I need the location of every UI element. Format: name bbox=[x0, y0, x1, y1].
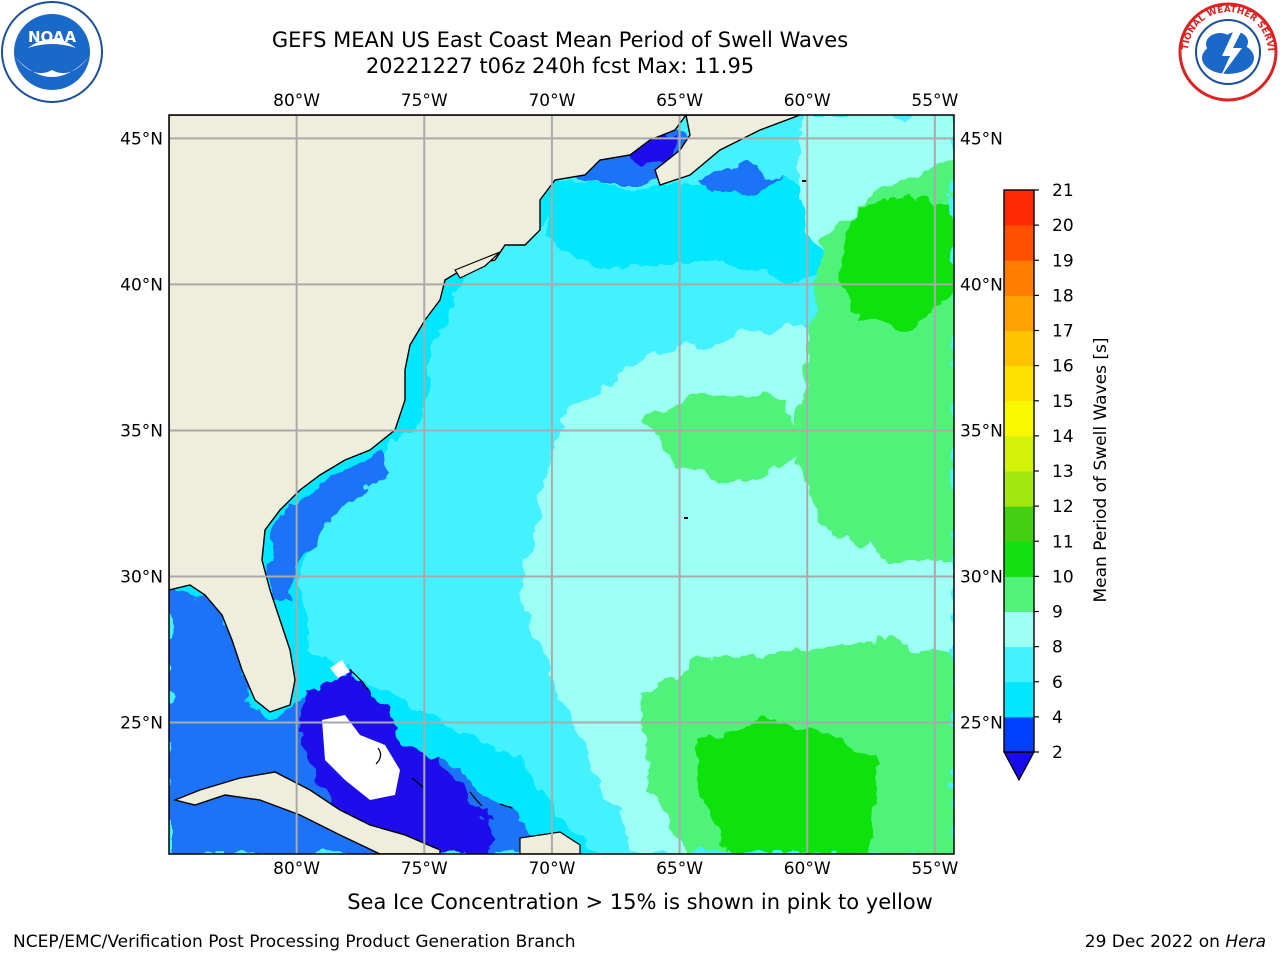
field-lt2-bahamas bbox=[300, 670, 500, 854]
field-2-4-nova bbox=[700, 165, 780, 195]
lon-label-top: 70°W bbox=[528, 91, 575, 111]
colorbar: 2 4 6 8 9 10 11 12 13 14 15 16 17 18 19 20 21 bbox=[1002, 181, 1074, 782]
map-gridlines bbox=[169, 115, 954, 854]
colorbar-tick-label: 11 bbox=[1052, 532, 1074, 552]
chart-subtitle: 20221227 t06z 240h fcst Max: 11.95 bbox=[365, 54, 755, 78]
colorbar-bin bbox=[1004, 541, 1034, 577]
colorbar-tick-label: 18 bbox=[1052, 286, 1074, 306]
map-frame bbox=[168, 114, 955, 855]
lat-label-right: 40°N bbox=[960, 275, 1003, 295]
noaa-logo-icon: NOAA bbox=[1, 1, 103, 103]
colorbar-bin bbox=[1004, 225, 1034, 261]
colorbar-bin bbox=[1004, 330, 1034, 367]
bahama-bank bbox=[322, 715, 400, 800]
colorbar-tick-label: 15 bbox=[1052, 392, 1074, 412]
colorbar-bin bbox=[1004, 681, 1034, 718]
credit-branch: NCEP/EMC/Verification Post Processing Pr… bbox=[13, 932, 576, 952]
colorbar-bin bbox=[1004, 190, 1034, 226]
lon-label-top: 65°W bbox=[656, 91, 703, 111]
credit-date: 29 Dec 2022 on Hera bbox=[1085, 932, 1266, 952]
lat-label-left: 40°N bbox=[120, 275, 163, 295]
field-10-11-north bbox=[840, 195, 954, 330]
lon-label-top: 55°W bbox=[911, 91, 958, 111]
credit-date-text: 29 Dec 2022 on bbox=[1084, 932, 1226, 952]
noaa-logo-text: NOAA bbox=[28, 28, 77, 46]
chart-title: GEFS MEAN US East Coast Mean Period of S… bbox=[271, 28, 849, 52]
lon-label-bottom: 65°W bbox=[656, 859, 703, 879]
field-2-4-carolina bbox=[270, 450, 390, 600]
colorbar-tick-label: 13 bbox=[1052, 462, 1074, 482]
colorbar-tick-label: 17 bbox=[1052, 322, 1074, 342]
lat-label-right: 30°N bbox=[960, 568, 1003, 588]
colorbar-tick-label: 4 bbox=[1052, 708, 1063, 728]
lat-label-right: 35°N bbox=[960, 421, 1003, 441]
colorbar-tick-label: 16 bbox=[1052, 357, 1074, 377]
colorbar-bin bbox=[1004, 611, 1034, 648]
colorbar-tick-label: 19 bbox=[1052, 251, 1074, 271]
colorbar-tick-label: 10 bbox=[1052, 567, 1074, 587]
lat-label-right: 25°N bbox=[960, 714, 1003, 734]
sable-island bbox=[802, 180, 808, 182]
colorbar-bin bbox=[1004, 400, 1034, 437]
bermuda bbox=[684, 517, 688, 519]
colorbar-tick-label: 9 bbox=[1052, 603, 1063, 623]
colorbar-tick-label: 6 bbox=[1052, 673, 1063, 693]
colorbar-bin bbox=[1004, 576, 1034, 612]
colorbar-bin bbox=[1004, 295, 1034, 331]
land-cuba bbox=[172, 771, 441, 854]
colorbar-bin bbox=[1004, 260, 1034, 296]
field-10-11-south bbox=[700, 720, 880, 854]
field-4-6-north bbox=[540, 175, 860, 280]
land-hispaniola bbox=[519, 831, 581, 854]
credit-host: Hera bbox=[1225, 932, 1266, 952]
map-axis-labels: 80°W 80°W 75°W 75°W 70°W 70°W 65°W 65°W 60°W 60°W… bbox=[120, 91, 1003, 879]
lat-label-left: 35°N bbox=[120, 421, 163, 441]
colorbar-bin bbox=[1004, 716, 1034, 753]
colorbar-bin bbox=[1004, 435, 1034, 472]
colorbar-tick-label: 12 bbox=[1052, 497, 1074, 517]
colorbar-tick-label: 20 bbox=[1052, 216, 1074, 236]
colorbar-bin bbox=[1004, 471, 1034, 507]
lat-label-left: 45°N bbox=[120, 129, 163, 149]
colorbar-under-extension bbox=[1002, 751, 1036, 782]
colorbar-bin bbox=[1004, 506, 1034, 542]
bahamas-islands bbox=[349, 669, 513, 809]
colorbar-tick-label: 14 bbox=[1052, 427, 1074, 447]
lat-label-right: 45°N bbox=[960, 129, 1003, 149]
lon-label-bottom: 70°W bbox=[528, 859, 575, 879]
colorbar-bin bbox=[1004, 646, 1034, 683]
colorbar-label: Mean Period of Swell Waves [s] bbox=[1091, 338, 1111, 603]
nws-logo-icon: NATIONAL WEATHER SERVICE bbox=[1176, 0, 1278, 102]
lon-label-top: 80°W bbox=[273, 91, 320, 111]
map-field bbox=[169, 115, 954, 854]
lon-label-bottom: 75°W bbox=[401, 859, 448, 879]
land-usa bbox=[169, 115, 687, 713]
land-nova-scotia bbox=[654, 115, 801, 186]
lon-label-top: 75°W bbox=[401, 91, 448, 111]
lat-label-left: 25°N bbox=[120, 714, 163, 734]
lon-label-bottom: 60°W bbox=[784, 859, 831, 879]
lon-label-bottom: 55°W bbox=[911, 859, 958, 879]
colorbar-tick-label: 21 bbox=[1052, 181, 1074, 201]
colorbar-bin bbox=[1004, 365, 1034, 402]
bahama-bank-north bbox=[330, 660, 350, 678]
lon-label-top: 60°W bbox=[784, 91, 831, 111]
colorbar-tick-label: 2 bbox=[1052, 743, 1063, 763]
sea-ice-note: Sea Ice Concentration > 15% is shown in … bbox=[347, 890, 933, 914]
colorbar-tick-label: 8 bbox=[1052, 638, 1063, 658]
land-long-island bbox=[454, 251, 501, 279]
lat-label-left: 30°N bbox=[120, 568, 163, 588]
lon-label-bottom: 80°W bbox=[273, 859, 320, 879]
